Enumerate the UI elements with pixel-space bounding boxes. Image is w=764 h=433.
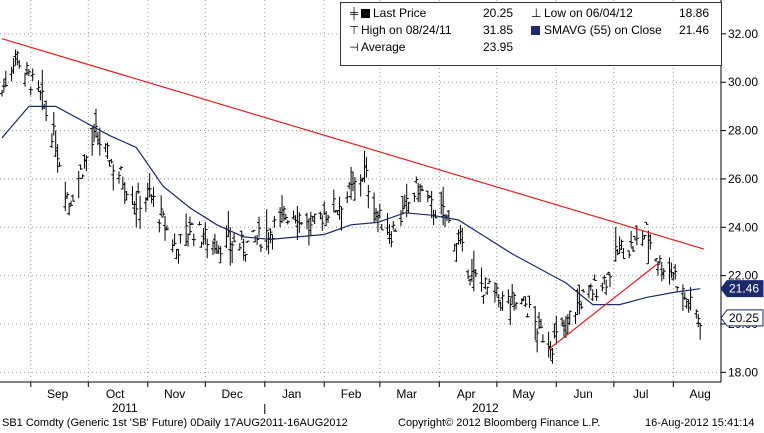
legend-row-average: ⊣ Average [347,40,405,55]
x-tick-label: May [512,387,535,401]
trendline-up [548,263,659,350]
x-tick-label: Dec [221,387,242,401]
y-tick-label: 26.00 [728,172,758,186]
legend-row-high: ⊤ High on 08/24/11 [347,23,452,38]
trendline-down [1,38,705,250]
price-tag-box [720,280,764,298]
y-tick-label: 24.00 [728,220,758,234]
price-tag-box [720,309,764,327]
x-tick-label: Aug [689,387,710,401]
y-tick-label: 28.00 [728,124,758,138]
x-tick-label: Sep [47,387,69,401]
y-tick-label: 32.00 [728,27,758,41]
series-layer [0,38,705,364]
x-tick-label: Mar [396,387,417,401]
year-label: 2012 [472,401,499,415]
y-tick-label: 18.00 [728,365,758,379]
x-tick-label: Feb [341,387,362,401]
legend-last-price-value: 20.25 [483,6,514,20]
footer: SB1 Comdty (Generic 1st 'SB' Future) 0Da… [0,415,764,433]
ohlc-bar-icon: ╪ [350,8,358,20]
legend-low-value: 18.86 [679,6,710,20]
legend-high-label: High on 08/24/11 [361,23,452,37]
x-tick-label: Jan [282,387,301,401]
year-label: 2011 [112,401,138,415]
price-tags: 21.46 20.25 [720,280,764,327]
price-tag-label: 21.46 [729,282,759,296]
legend-high-value: 31.85 [483,23,514,37]
chart-legend: ╪ Last Price 20.25 ⊥ Low on 06/04/12 18.8… [340,2,722,66]
footer-security-description: SB1 Comdty (Generic 1st 'SB' Future) 0Da… [2,417,348,429]
legend-sma-value: 21.46 [679,23,710,37]
footer-timestamp: 16-Aug-2012 15:41:14 [645,417,755,429]
x-tick-label: Oct [106,387,125,401]
x-tick-label: Apr [457,387,476,401]
x-tick-label: Nov [164,387,185,401]
y-tick-label: 22.00 [728,269,758,283]
last-price-swatch [361,9,370,18]
legend-average-value: 23.95 [483,40,514,54]
average-marker-icon: ⊣ [349,42,359,54]
legend-sma-label: SMAVG (55) on Close [544,23,662,37]
x-tick-label: Jul [633,387,648,401]
legend-average-label: Average [361,40,406,54]
sma-swatch [531,23,543,37]
legend-row-last-price: ╪ Last Price [347,6,426,21]
x-tick-label: Jun [573,387,592,401]
sma-line [1,105,701,306]
low-marker-icon: ⊥ [531,6,542,20]
y-tick-label: 30.00 [728,75,758,89]
price-tag-label: 20.25 [729,311,759,325]
legend-last-price-label: Last Price [373,6,427,20]
legend-low-label: Low on 06/04/12 [544,6,633,20]
footer-copyright: Copyright© 2012 Bloomberg Finance L.P. [398,417,601,429]
high-marker-icon: ⊤ [349,25,359,37]
